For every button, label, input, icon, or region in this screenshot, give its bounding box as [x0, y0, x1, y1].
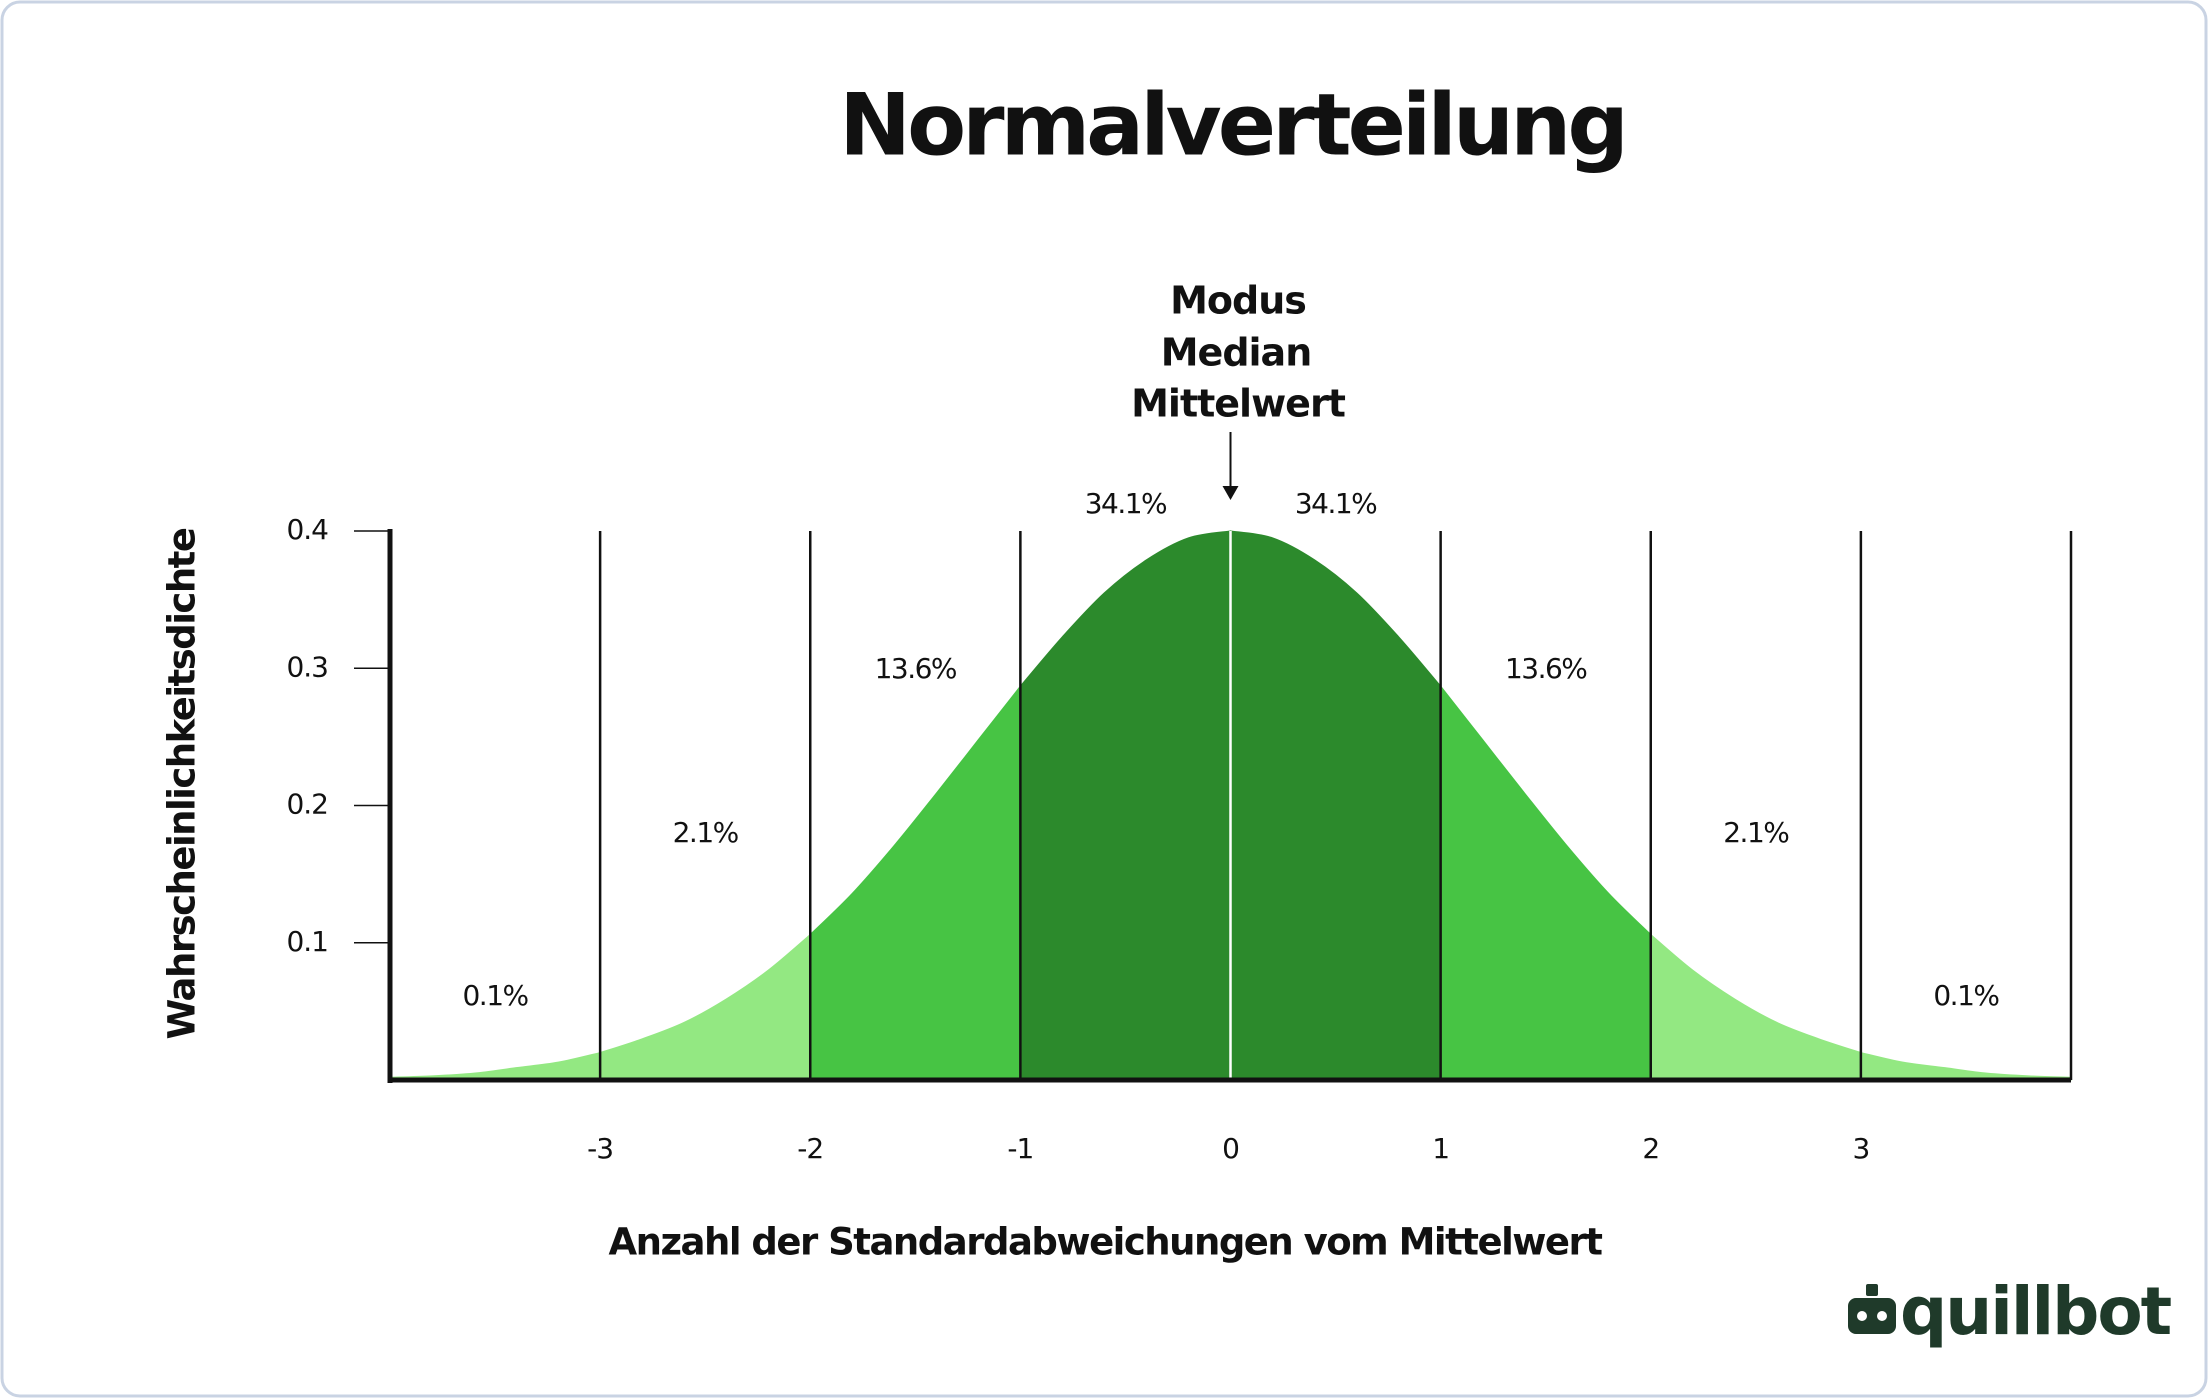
y-tick-label: 0.4 — [286, 513, 328, 546]
logo: quillbot — [1848, 1273, 2174, 1350]
x-tick-label: -1 — [1007, 1132, 1033, 1165]
logo-icon — [1866, 1284, 1878, 1296]
brand: quillbot — [1900, 1273, 2172, 1350]
area-region — [1860, 1051, 2072, 1081]
y-tick-label: 0.3 — [286, 650, 328, 683]
chart-title: Normalverteilung — [839, 75, 1625, 175]
area-region — [1230, 530, 1442, 1081]
y-tick-label: 0.2 — [286, 788, 328, 821]
annotation: Median — [1161, 331, 1312, 375]
region-label: 34.1% — [1295, 487, 1377, 520]
area-region — [389, 1051, 601, 1081]
region-label: 0.1% — [462, 979, 528, 1012]
area-region — [1440, 684, 1652, 1081]
x-tick-label: 0 — [1222, 1132, 1239, 1165]
logo-icon — [1857, 1311, 1867, 1321]
x-tick-label: -3 — [587, 1132, 613, 1165]
x-axis-label: Anzahl der Standardabweichungen vom Mitt… — [609, 1221, 1603, 1264]
area-region — [1019, 530, 1231, 1081]
area-region — [1650, 933, 1862, 1081]
area-region — [809, 684, 1021, 1081]
x-tick-label: -2 — [797, 1132, 823, 1165]
annotation: Modus — [1170, 279, 1306, 323]
x-tick-label: 2 — [1642, 1132, 1659, 1165]
y-axis-label: Wahrscheinlichkeitsdichte — [161, 528, 204, 1039]
region-label: 2.1% — [1723, 816, 1789, 849]
logo-icon — [1848, 1298, 1896, 1334]
region-label: 13.6% — [875, 652, 957, 685]
region-label: 13.6% — [1505, 652, 1587, 685]
region-label: 0.1% — [1933, 979, 1999, 1012]
region-label: 2.1% — [673, 816, 739, 849]
annotation-arrowhead — [1222, 486, 1239, 500]
area-region — [599, 933, 811, 1081]
y-tick-label: 0.1 — [286, 925, 328, 958]
logo-icon — [1877, 1311, 1887, 1321]
annotation: Mittelwert — [1131, 382, 1346, 426]
x-tick-label: 3 — [1852, 1132, 1869, 1165]
region-label: 34.1% — [1085, 487, 1167, 520]
x-tick-label: 1 — [1432, 1132, 1449, 1165]
